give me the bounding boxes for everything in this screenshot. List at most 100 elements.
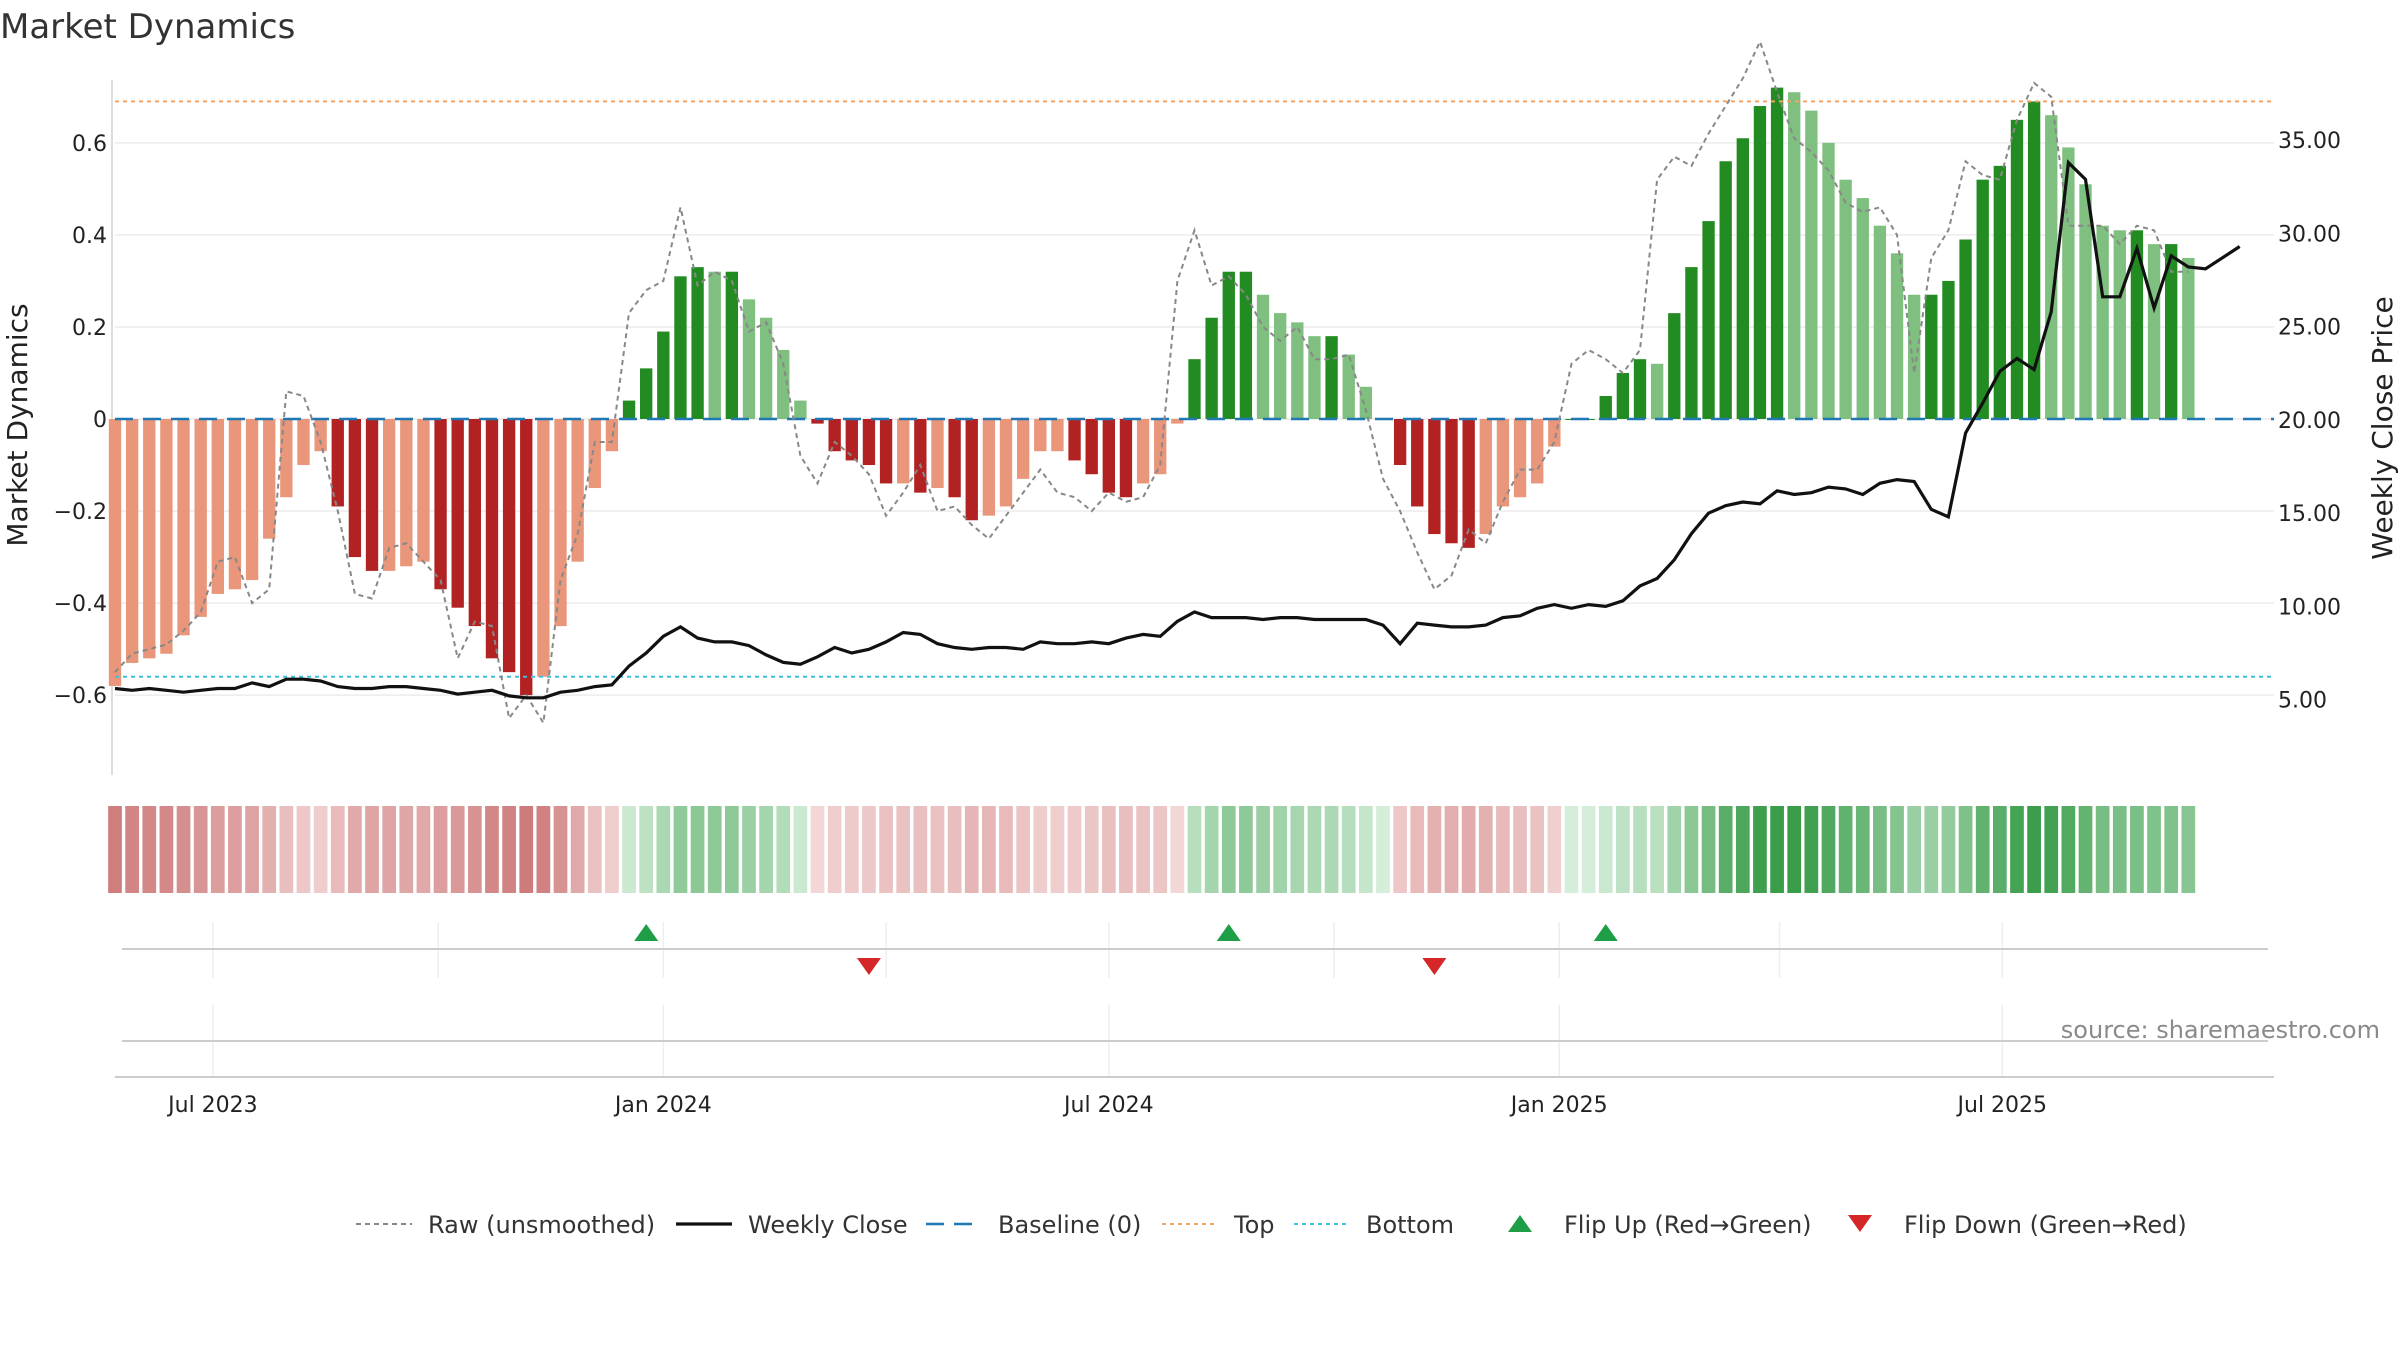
legend-label: Top bbox=[1233, 1211, 1275, 1239]
bar bbox=[2182, 257, 2195, 419]
bar bbox=[1719, 161, 1732, 419]
heat-cell bbox=[399, 806, 414, 893]
heat-cell bbox=[1478, 806, 1493, 893]
x-axis: Jul 2023 Jan 2024 Jul 2024 Jan 2025 Jul 2025 bbox=[115, 1076, 2274, 1118]
y-tick-label: 0.2 bbox=[72, 316, 107, 341]
heat-cell bbox=[1170, 806, 1185, 893]
heat-cell bbox=[759, 806, 773, 893]
bar bbox=[999, 419, 1013, 507]
heat-cell bbox=[2095, 806, 2110, 893]
bar bbox=[1907, 294, 1921, 419]
legend-item-baseline: Baseline (0) bbox=[926, 1211, 1141, 1239]
bar bbox=[1136, 419, 1150, 484]
heat-cell bbox=[365, 806, 379, 893]
bar bbox=[1616, 372, 1630, 419]
heat-cell bbox=[810, 806, 825, 893]
legend-label: Weekly Close bbox=[748, 1211, 908, 1239]
bar bbox=[897, 419, 910, 484]
bar bbox=[862, 419, 876, 466]
bar bbox=[2165, 244, 2178, 419]
bar bbox=[485, 419, 499, 659]
bar bbox=[1068, 419, 1081, 461]
heat-cell bbox=[1838, 806, 1853, 893]
bar bbox=[2113, 230, 2126, 419]
flip-down-marker bbox=[1422, 958, 1447, 975]
bar bbox=[1856, 198, 1869, 419]
legend-swatch bbox=[1848, 1215, 1872, 1232]
bar bbox=[2096, 225, 2109, 419]
heat-cell bbox=[1941, 806, 1956, 893]
bar bbox=[1462, 419, 1475, 548]
y2-tick-label: 25.00 bbox=[2278, 316, 2341, 341]
y2-tick-label: 30.00 bbox=[2278, 222, 2341, 247]
heat-cell bbox=[1153, 806, 1168, 893]
y-tick-label: −0.6 bbox=[54, 684, 107, 709]
heat-cell bbox=[1101, 806, 1116, 893]
heat-cell bbox=[1204, 806, 1219, 893]
bar bbox=[160, 419, 173, 654]
legend-swatch bbox=[1508, 1215, 1532, 1232]
heat-cell bbox=[1256, 806, 1270, 893]
y2-tick-label: 35.00 bbox=[2278, 129, 2341, 154]
heat-cell bbox=[1975, 806, 1990, 893]
bar bbox=[2147, 244, 2161, 419]
bar bbox=[1873, 225, 1887, 419]
heat-cell bbox=[1496, 806, 1510, 893]
heat-cell bbox=[125, 806, 139, 893]
heat-cell bbox=[690, 806, 705, 893]
heat-cell bbox=[1667, 806, 1682, 893]
heat-cell bbox=[1067, 806, 1082, 893]
y2-tick-label: 20.00 bbox=[2278, 409, 2341, 434]
heat-cell bbox=[536, 806, 551, 893]
bar bbox=[1839, 179, 1852, 419]
bar bbox=[2062, 147, 2075, 419]
y-axis-title-left: Market Dynamics bbox=[1, 303, 34, 546]
heat-cell bbox=[416, 806, 431, 893]
heat-cell bbox=[2130, 806, 2144, 893]
bar bbox=[914, 419, 927, 493]
bar bbox=[708, 271, 721, 419]
heat-cell bbox=[1992, 806, 2007, 893]
heat-cell bbox=[879, 806, 893, 893]
bar bbox=[451, 419, 464, 608]
bar bbox=[1171, 419, 1184, 424]
bar bbox=[1239, 271, 1253, 419]
heat-cell bbox=[947, 806, 962, 893]
bar bbox=[1274, 313, 1287, 419]
heat-cell bbox=[1513, 806, 1527, 893]
heat-cell bbox=[1050, 806, 1065, 893]
heat-cell bbox=[382, 806, 397, 893]
bar bbox=[1222, 271, 1235, 419]
bar bbox=[434, 419, 447, 590]
bar bbox=[1188, 359, 1201, 419]
bar bbox=[143, 419, 156, 659]
y-tick-label: 0.6 bbox=[72, 132, 107, 157]
bar bbox=[125, 419, 139, 663]
heat-cell bbox=[1461, 806, 1476, 893]
heat-cell bbox=[176, 806, 191, 893]
bar bbox=[228, 419, 242, 590]
heat-cell bbox=[450, 806, 465, 893]
bar bbox=[1325, 336, 1338, 419]
heat-cell bbox=[1187, 806, 1202, 893]
legend: Raw (unsmoothed) Weekly Close Baseline (0)… bbox=[356, 1211, 2187, 1239]
legend-item-bottom: Bottom bbox=[1294, 1211, 1454, 1239]
bar bbox=[811, 419, 824, 424]
heat-cell bbox=[1873, 806, 1887, 893]
heat-cell bbox=[1958, 806, 1973, 893]
heat-cell bbox=[1770, 806, 1784, 893]
bar bbox=[365, 419, 379, 571]
bar bbox=[1256, 294, 1270, 419]
bar bbox=[108, 419, 122, 686]
bar bbox=[554, 419, 567, 627]
bar bbox=[931, 419, 944, 489]
y-tick-label: 0 bbox=[93, 408, 107, 433]
bar bbox=[400, 419, 413, 567]
heat-cell bbox=[1547, 806, 1562, 893]
heat-cell bbox=[296, 806, 311, 893]
bar bbox=[1445, 419, 1458, 544]
heat-cell bbox=[1924, 806, 1939, 893]
heat-cell bbox=[262, 806, 277, 893]
bar bbox=[1342, 354, 1355, 419]
heat-cell bbox=[1358, 806, 1373, 893]
